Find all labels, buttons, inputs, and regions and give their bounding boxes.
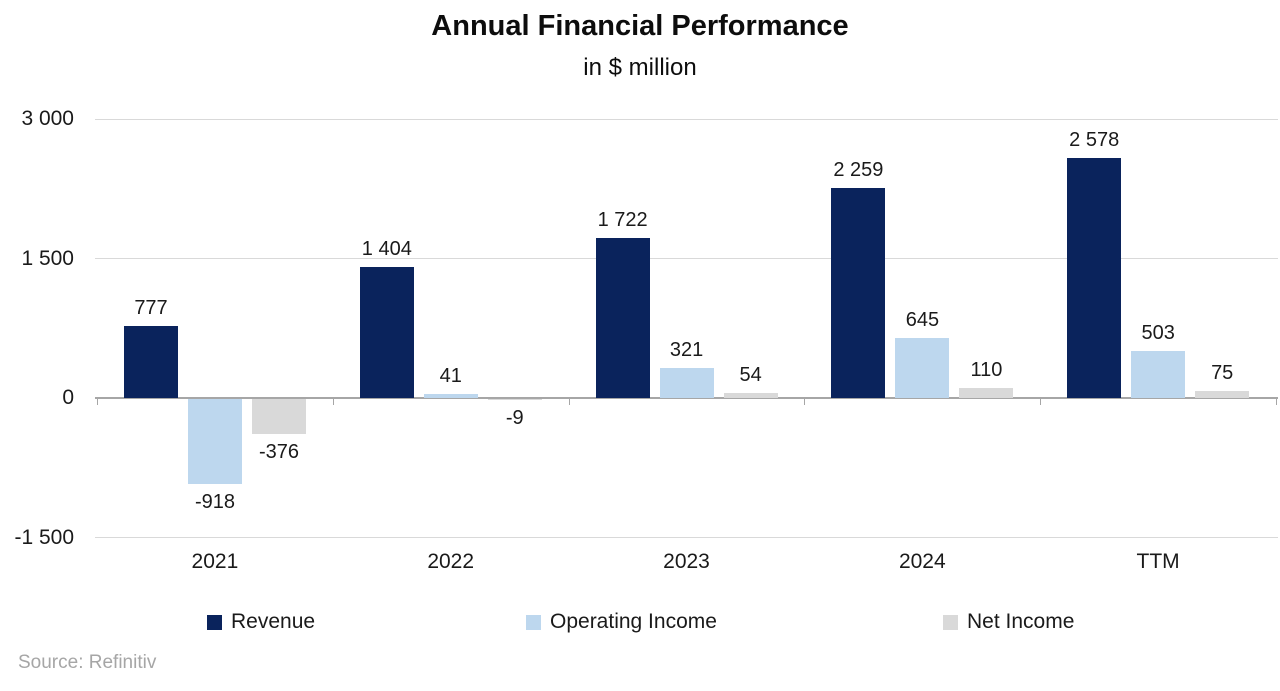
value-label: 777 <box>134 296 168 319</box>
x-axis-label: 2024 <box>898 550 946 573</box>
value-label: 2 259 <box>833 158 884 181</box>
bar <box>895 338 950 398</box>
x-axis-label: TTM <box>1136 550 1180 573</box>
axis-tick <box>332 399 334 405</box>
bar <box>1067 158 1122 398</box>
y-tick-label: -1 500 <box>14 525 74 549</box>
gridline <box>95 118 1278 120</box>
y-tick-label: 3 000 <box>21 107 74 130</box>
legend-label-operating-income: Operating Income <box>550 610 717 633</box>
legend-item-revenue: Revenue <box>207 609 315 635</box>
value-label: 110 <box>970 358 1003 381</box>
bar <box>124 325 178 398</box>
bar <box>1195 391 1250 398</box>
value-label: 645 <box>905 309 940 331</box>
y-tick-label: 1 500 <box>21 246 74 270</box>
bar <box>188 399 242 485</box>
source-note: Source: Refinitiv <box>18 652 157 673</box>
value-label: 321 <box>669 339 704 362</box>
value-label: 2 578 <box>1069 129 1120 152</box>
bar <box>359 267 414 398</box>
legend: Revenue Operating Income Net Income <box>0 609 1280 635</box>
legend-swatch-operating-income <box>526 614 541 630</box>
legend-label-net-income: Net Income <box>967 610 1075 633</box>
bar <box>959 387 1014 398</box>
legend-item-net-income: Net Income <box>943 609 1074 635</box>
value-label: 503 <box>1141 322 1175 345</box>
gridline <box>95 537 1278 538</box>
chart-subtitle: in $ million <box>583 54 697 81</box>
chart-title: Annual Financial Performance <box>431 10 849 42</box>
axis-tick <box>97 399 98 405</box>
y-tick-label: 0 <box>62 386 74 409</box>
gridline <box>95 258 1278 259</box>
x-axis-label: 2021 <box>191 550 239 573</box>
bar <box>659 368 714 398</box>
bar <box>831 187 886 398</box>
value-label: -376 <box>258 440 300 463</box>
bar <box>595 237 650 398</box>
bar <box>723 392 778 398</box>
axis-tick <box>804 399 806 405</box>
bar <box>1131 351 1186 398</box>
legend-swatch-net-income <box>943 614 958 630</box>
legend-item-operating-income: Operating Income <box>526 609 717 635</box>
value-label: 1 722 <box>597 208 648 231</box>
value-label: -918 <box>194 491 236 514</box>
bar <box>252 399 306 434</box>
value-label: 75 <box>1211 362 1234 385</box>
value-label: 1 404 <box>361 238 412 261</box>
axis-tick <box>1040 399 1042 405</box>
x-axis-label: 2023 <box>663 550 710 573</box>
value-label: 41 <box>439 365 462 388</box>
bar <box>487 399 542 400</box>
value-label: -9 <box>505 406 524 429</box>
axis-tick <box>568 399 570 405</box>
bar <box>423 394 478 398</box>
axis-tick <box>1276 399 1277 405</box>
legend-label-revenue: Revenue <box>231 610 316 633</box>
value-label: 54 <box>739 363 762 386</box>
x-axis-line <box>95 397 1278 399</box>
x-axis-label: 2022 <box>427 550 475 573</box>
legend-swatch-revenue <box>207 614 222 630</box>
